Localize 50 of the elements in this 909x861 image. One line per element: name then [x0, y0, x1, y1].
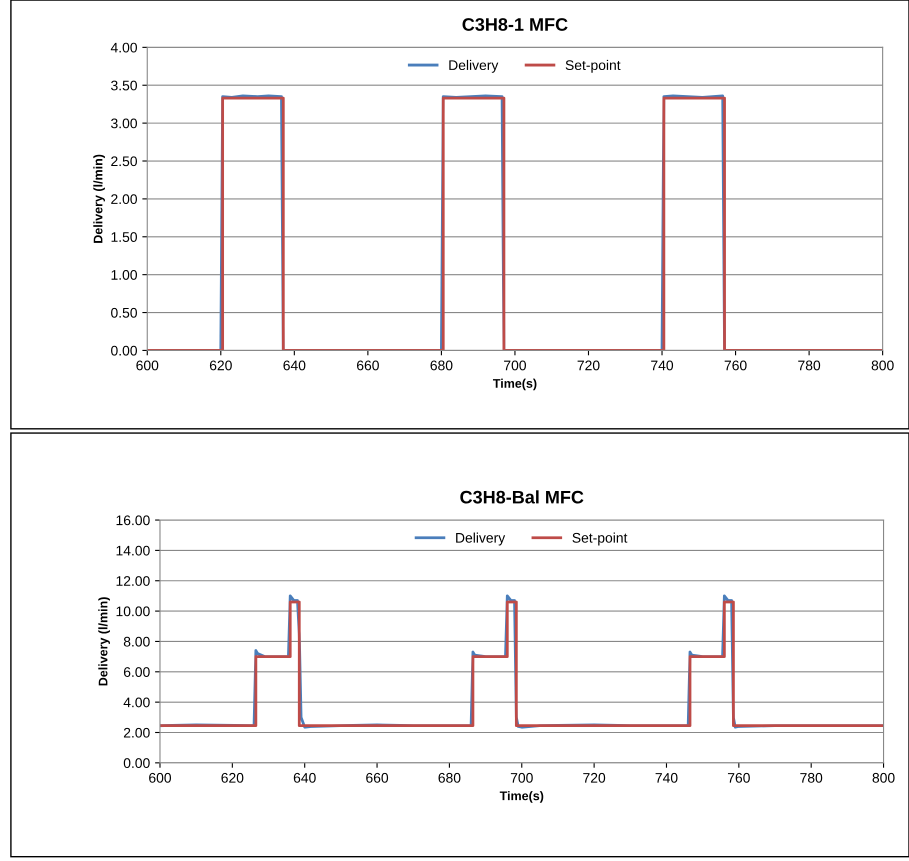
- x-tick-label: 780: [798, 360, 820, 370]
- y-tick-label: 0.00: [124, 758, 150, 768]
- y-axis-title: Delivery (l/min): [98, 597, 110, 686]
- x-tick-label: 740: [656, 772, 678, 783]
- x-axis-title: Time(s): [492, 378, 536, 390]
- x-tick-label: 640: [294, 772, 316, 783]
- x-tick-label: 680: [430, 360, 452, 370]
- x-tick-label: 720: [578, 360, 600, 370]
- x-tick-label: 700: [510, 772, 533, 783]
- legend-label: Delivery: [456, 532, 506, 546]
- x-tick-label: 620: [221, 772, 244, 783]
- legend-label: Delivery: [449, 60, 498, 73]
- y-tick-label: 16.00: [116, 515, 150, 526]
- x-tick-label: 620: [210, 360, 232, 370]
- x-tick-label: 700: [504, 360, 526, 370]
- y-tick-label: 4.00: [124, 697, 150, 708]
- y-tick-label: 1.00: [112, 270, 137, 280]
- y-tick-label: 4.00: [110, 42, 137, 53]
- y-tick-label: 2.00: [124, 728, 150, 738]
- x-tick-label: 740: [651, 360, 674, 370]
- y-tick-label: 2.00: [111, 194, 137, 204]
- x-tick-label: 660: [366, 772, 388, 783]
- y-tick-label: 14.00: [116, 546, 150, 556]
- legend-label: Set-point: [566, 60, 620, 73]
- y-tick-label: 10.00: [116, 606, 150, 616]
- legend-label: Set-point: [572, 532, 628, 546]
- y-axis-title: Delivery (l/min): [93, 154, 105, 243]
- y-tick-label: 0.50: [111, 308, 137, 318]
- x-tick-label: 600: [136, 360, 158, 370]
- x-tick-label: 640: [283, 360, 306, 370]
- x-tick-label: 760: [728, 772, 750, 783]
- y-tick-label: 3.50: [111, 80, 137, 90]
- x-tick-label: 780: [800, 772, 822, 783]
- x-tick-label: 800: [872, 360, 894, 370]
- x-tick-label: 680: [438, 772, 460, 783]
- y-tick-label: 6.00: [124, 667, 150, 677]
- y-tick-label: 0.00: [111, 346, 137, 356]
- x-tick-label: 800: [872, 772, 895, 783]
- y-tick-label: 1.50: [112, 232, 137, 242]
- x-tick-label: 600: [149, 772, 172, 783]
- y-tick-label: 8.00: [124, 636, 150, 647]
- y-tick-label: 3.00: [111, 118, 137, 128]
- x-tick-label: 760: [724, 360, 747, 370]
- y-tick-label: 2.50: [111, 156, 137, 166]
- x-tick-label: 720: [583, 772, 606, 783]
- chart-title: C3H8-Bal MFC: [460, 490, 584, 504]
- y-tick-label: 12.00: [116, 576, 150, 586]
- x-tick-label: 660: [356, 360, 379, 370]
- x-axis-title: Time(s): [500, 791, 544, 803]
- chart-title: C3H8-1 MFC: [462, 18, 568, 31]
